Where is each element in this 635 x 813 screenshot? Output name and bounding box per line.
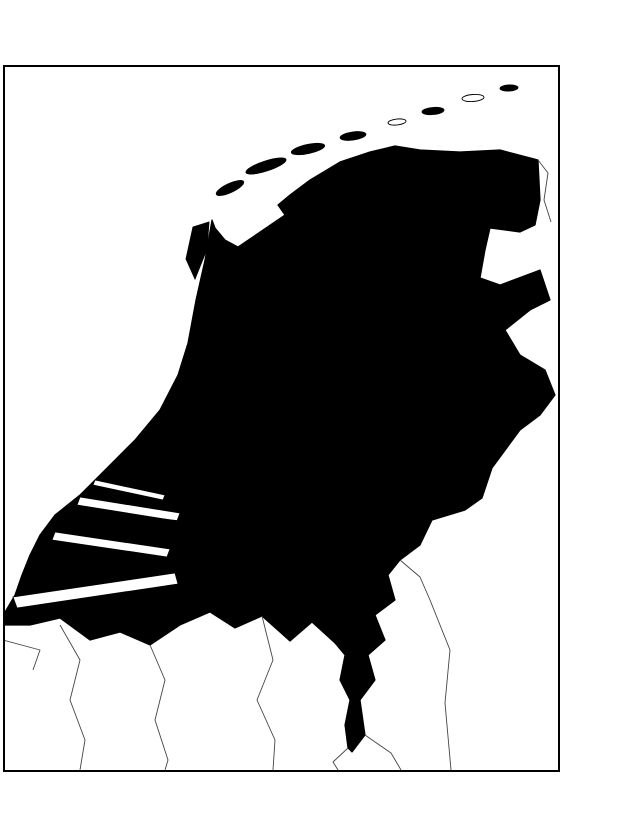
delta-channels: [12, 479, 181, 609]
nieuwe-waterweg-channel: [92, 479, 166, 501]
border-overijssel-gelderland: [354, 316, 511, 381]
temperature-colorbar: [584, 150, 635, 680]
ijsselmeer-outline: [237, 246, 276, 341]
border-utrecht: [232, 376, 311, 440]
border-drenthe-overijssel: [349, 277, 481, 321]
westerschelde-channel: [12, 572, 179, 609]
belgium-line-1: [59, 624, 86, 770]
island-juist: [461, 93, 485, 103]
belgium-line-3: [256, 615, 276, 770]
island-rottum: [387, 118, 407, 126]
flevoland-outline: [289, 314, 396, 406]
limburg-tip-line-west: [332, 747, 349, 770]
germany-ems-line: [537, 159, 552, 223]
friesland-lake-coast: [284, 214, 351, 281]
island-borkum: [421, 106, 445, 116]
river-waal: [167, 496, 436, 513]
coldest-patch: [425, 169, 485, 221]
border-friesland-drenthe: [349, 239, 399, 281]
ketelmeer-outline: [362, 304, 381, 331]
island-ameland: [290, 142, 326, 156]
belgium-line-4: [5, 640, 41, 671]
flevoland-cold-patch: [250, 312, 405, 425]
province-borders: [162, 145, 511, 598]
border-brabant-limburg: [356, 516, 380, 598]
utrecht-cold-patch: [205, 440, 260, 490]
island-norderney: [499, 84, 519, 92]
island-texel: [185, 221, 210, 281]
border-friesland-groningen: [394, 145, 404, 241]
island-schiermonnikoog: [339, 131, 367, 141]
map-frame: [3, 65, 560, 772]
netherlands-map-svg: [5, 84, 556, 770]
border-utrecht-gelderland: [309, 426, 358, 518]
island-terschelling: [245, 157, 287, 175]
river-maas: [162, 510, 442, 525]
island-vlieland: [215, 180, 245, 196]
border-groningen-drenthe: [397, 239, 481, 279]
wadden-islands: [185, 84, 519, 281]
belgium-line-2: [149, 644, 169, 770]
neighbor-borders: [5, 159, 552, 770]
colorbar-ticks: [584, 150, 635, 680]
limburg-tip-line-east: [364, 734, 402, 770]
oosterschelde-channel: [51, 531, 171, 558]
border-noord-zuid-holland: [194, 351, 239, 378]
germany-line-south: [399, 559, 452, 770]
